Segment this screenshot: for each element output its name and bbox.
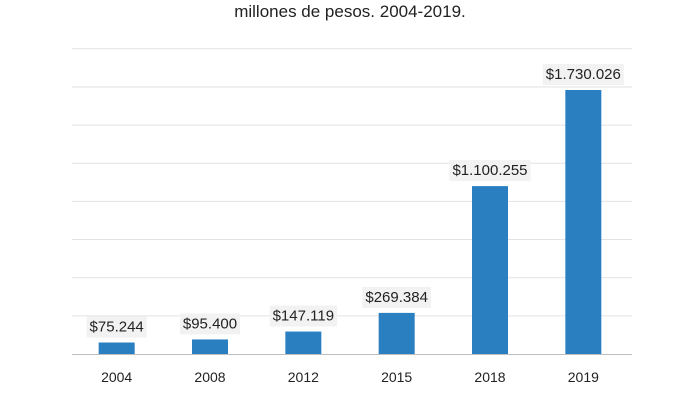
data-label-2008: $95.400	[183, 315, 237, 332]
x-tick-2008: 2008	[194, 369, 225, 385]
chart-title: millones de pesos. 2004-2019.	[234, 2, 466, 21]
x-axis-ticks: 2004 2008 2012 2015 2018 2019	[101, 369, 599, 385]
data-label-bg-2008	[179, 313, 241, 335]
bar-2008	[192, 339, 228, 354]
x-tick-2012: 2012	[288, 369, 319, 385]
bar-2019	[565, 90, 602, 354]
data-label-2012: $147.119	[273, 308, 334, 325]
data-label-bg-2004	[86, 316, 147, 338]
data-label-bg-2012	[269, 305, 338, 327]
data-label-2019: $1.730.026	[546, 66, 621, 83]
x-tick-2015: 2015	[381, 369, 412, 385]
data-labels: $75.244 $95.400 $147.119 $269.384 $1.100.255…	[86, 64, 624, 338]
data-label-bg-2019	[542, 64, 624, 85]
x-tick-2018: 2018	[474, 369, 505, 385]
x-tick-2004: 2004	[101, 369, 132, 385]
bar-2018	[472, 186, 508, 354]
data-label-2015: $269.384	[365, 289, 428, 306]
data-label-bg-2018	[449, 160, 531, 182]
bar-2012	[285, 331, 322, 354]
gridlines	[72, 48, 632, 317]
data-label-bg-2015	[362, 286, 431, 308]
x-tick-2019: 2019	[568, 369, 599, 385]
data-label-2004: $75.244	[90, 319, 144, 336]
bar-2015	[378, 312, 415, 354]
bar-2004	[98, 342, 135, 354]
data-label-2018: $1.100.255	[452, 162, 527, 179]
bars	[98, 90, 602, 354]
